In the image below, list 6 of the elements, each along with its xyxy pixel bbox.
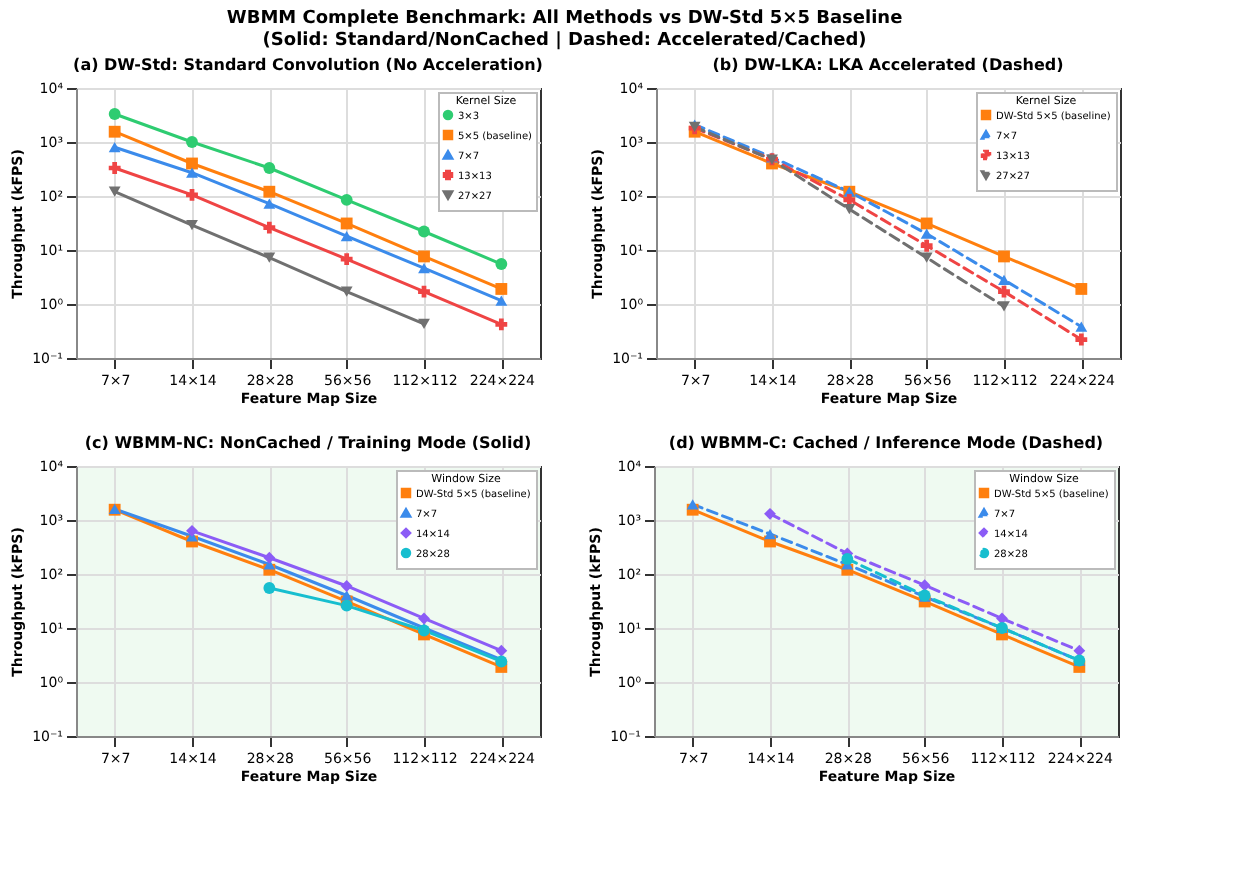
- chart-title: (d) WBMM-C: Cached / Inference Mode (Dashed): [668, 434, 1104, 452]
- chart-title: (c) WBMM-NC: NonCached / Training Mode (Solid): [84, 434, 532, 452]
- chart-title: (b) DW-LKA: LKA Accelerated (Dashed): [712, 56, 1064, 74]
- text: (Solid: Standard/NonCached | Dashed: Accelerated/Cached): [262, 31, 867, 51]
- chart-title: (a) DW-Std: Standard Convolution (No Acceleration): [73, 56, 543, 74]
- text: WBMM Complete Benchmark: All Methods vs DW-Std 5×5 Baseline: [226, 9, 903, 29]
